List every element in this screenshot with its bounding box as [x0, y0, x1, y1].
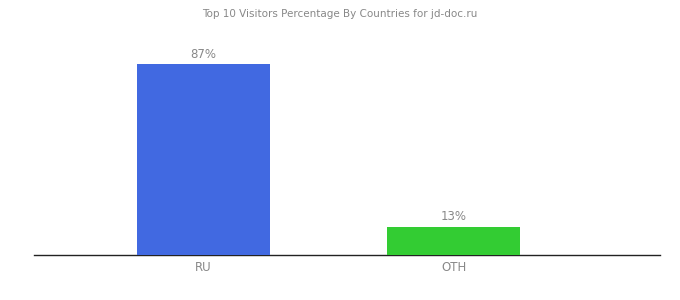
- Text: 13%: 13%: [441, 210, 466, 223]
- Bar: [137, 64, 269, 255]
- Text: 87%: 87%: [190, 48, 216, 61]
- Text: Top 10 Visitors Percentage By Countries for jd-doc.ru: Top 10 Visitors Percentage By Countries …: [203, 9, 477, 19]
- Bar: [388, 226, 520, 255]
